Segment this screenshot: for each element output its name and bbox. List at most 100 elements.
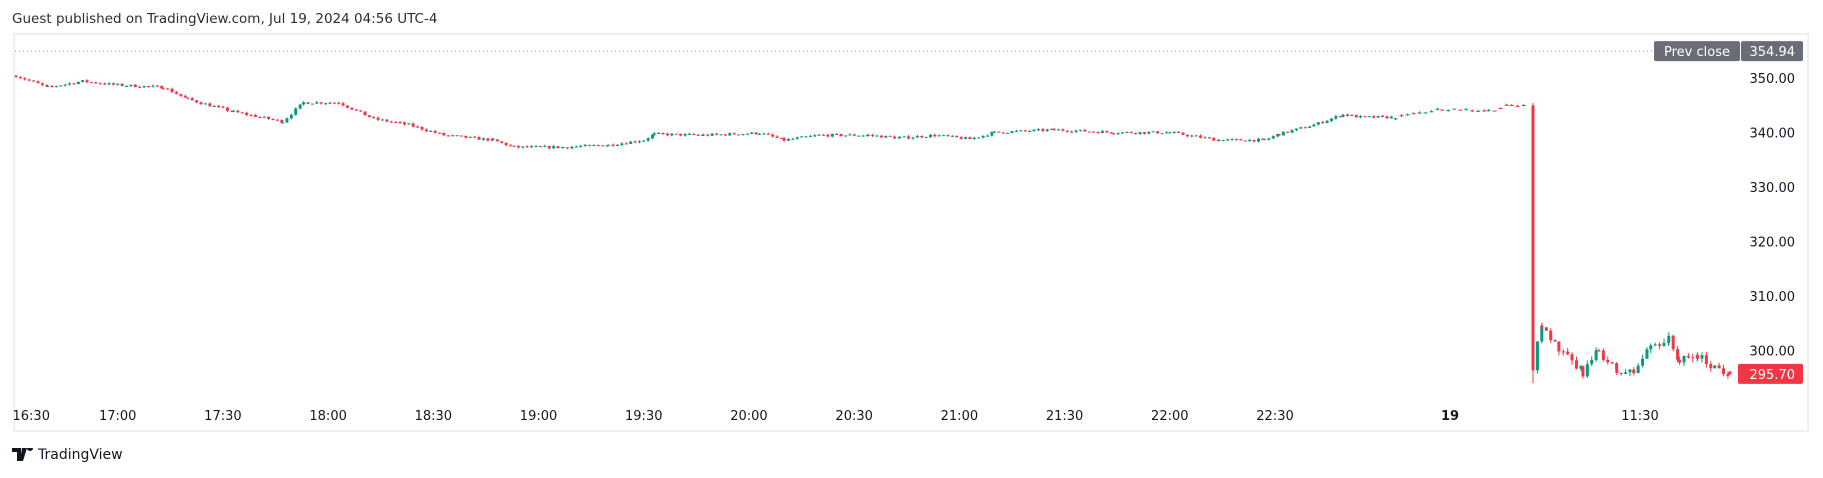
candle-body [651,134,655,139]
candle-body [190,98,194,101]
candle-body [1261,138,1265,140]
candle-body [18,77,22,79]
candle-body [120,83,124,86]
candle-body [942,135,946,137]
candle-body [94,82,98,84]
candle-body [741,134,745,136]
candle-body [1006,132,1010,134]
candle-body [372,117,376,119]
candle-body [389,121,393,123]
candle-body [1709,363,1713,369]
candle-body [857,135,861,137]
candle-body [915,136,919,138]
candle-body [596,145,600,147]
candle-body [446,135,450,137]
candle-body [1041,129,1045,131]
candle-body [1230,139,1234,141]
candle-body [1312,124,1316,127]
candle-body [1105,131,1109,133]
candle-body [230,110,234,112]
candle-body [1262,138,1266,140]
time-tick-label: 19 [1441,409,1459,424]
candle-body [1610,362,1614,364]
candle-body [525,146,529,148]
candle-body [1662,342,1666,346]
candle-body [766,133,770,135]
candle-body [1549,330,1553,341]
candle-body [1281,131,1285,136]
candle-body [534,146,538,148]
candle-body [262,116,266,118]
candle-body [1476,110,1481,112]
candle-body [451,135,455,137]
candle-body [946,135,950,137]
candle-body [1354,114,1358,118]
candle-body [1531,192,1535,367]
prev-close-label: Prev close [1664,45,1730,60]
candle-body [81,80,85,82]
candle-body [1389,116,1393,119]
candle-body [385,119,389,122]
candle-body [1492,110,1497,112]
candle-body [481,138,485,140]
candle-body [1713,365,1717,369]
candle-body [1151,131,1155,133]
candle-body [151,85,155,87]
candle-body [977,137,981,139]
candle-body [1691,357,1695,359]
candle-body [990,132,994,136]
candle-body [543,145,547,147]
candle-body [933,134,937,137]
candle-body [1717,365,1721,369]
time-tick-label: 21:30 [1046,409,1083,424]
candle-body [1125,131,1129,133]
candle-body [786,138,790,141]
brand-name: TradingView [38,447,123,463]
candle-body [924,137,928,139]
candle-body [637,141,641,143]
candle-body [732,133,736,135]
candle-body [504,142,508,146]
candle-body [253,114,257,118]
candle-body [1385,116,1389,119]
candle-body [661,132,665,134]
candle-body [1299,127,1303,129]
prev-close-badge [1654,41,1740,62]
candle-body [985,135,989,137]
candle-body [813,135,817,137]
candle-body [1096,131,1100,134]
candle-body [407,123,411,125]
candle-body [629,141,633,144]
last-price-badge [1738,363,1803,384]
candle-body [624,143,628,145]
candle-body [1561,351,1565,353]
candle-body [174,92,178,95]
time-tick-label: 18:30 [415,409,452,424]
candle-body [1553,340,1557,342]
tradingview-logo[interactable]: TradingView [12,447,123,463]
time-tick-label: 20:00 [730,409,767,424]
candle-body [782,138,786,141]
chart-frame[interactable] [13,33,1809,432]
candle-body [1239,139,1243,141]
candle-body [1566,351,1570,355]
candle-body [76,81,80,84]
candle-body [398,122,402,124]
candle-body [1486,110,1491,112]
candle-body [345,105,349,108]
candle-body [337,102,341,104]
candle-body [294,108,298,115]
candle-body [779,137,783,139]
candle-body [592,145,596,147]
candle-body [186,97,190,99]
candle-body [893,136,897,139]
candle-body [1147,132,1151,134]
candle-body [620,143,624,146]
candle-body [538,146,542,148]
candle-body [477,137,481,140]
candle-body [161,88,165,90]
candle-body [1671,335,1675,350]
candle-body [950,135,954,137]
candle-body [36,81,40,84]
